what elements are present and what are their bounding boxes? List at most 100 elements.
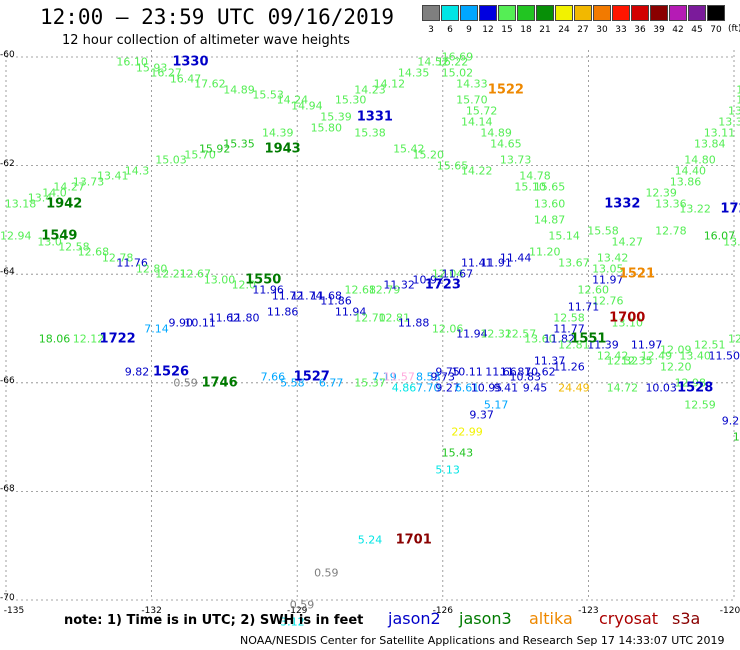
wave-height-value: 7.70: [415, 381, 441, 395]
wave-height-value: 13.18: [4, 197, 37, 211]
wave-height-value: 15.65: [436, 159, 469, 173]
longitude-label: -132: [141, 606, 162, 616]
wave-height-value: 11.97: [592, 273, 624, 287]
wave-height-value: 15.35: [223, 137, 255, 151]
wave-height-value: 13.93: [723, 235, 740, 249]
wave-height-value: 15.10: [514, 180, 546, 194]
wave-height-value: 15.72: [465, 104, 498, 118]
latitude-label: -66: [0, 375, 15, 386]
wave-height-value: 15.70: [456, 93, 488, 107]
wave-height-value: 9.82: [124, 365, 150, 379]
legend-swatch: [555, 5, 573, 21]
wave-height-value: 15.70: [184, 148, 216, 162]
legend-label: 24: [558, 25, 570, 35]
wave-height-value: 15.65: [533, 180, 566, 194]
latitude-label: -68: [0, 484, 15, 495]
wave-height-value: 12.35: [621, 354, 653, 368]
wave-height-value: 9.23: [721, 414, 740, 428]
wave-height-value: 12.06: [431, 322, 464, 335]
footer-credit: NOAA/NESDIS Center for Satellite Applica…: [240, 634, 725, 647]
wave-height-value: 13.37: [718, 115, 740, 129]
wave-height-value: 10.03: [645, 381, 677, 395]
legend-swatch: [593, 5, 611, 21]
satellite-name: altika: [529, 609, 573, 628]
legend-label: 70: [710, 25, 722, 35]
wave-height-value: 12.0: [231, 278, 257, 292]
wave-height-value: 11.26: [553, 360, 585, 373]
wave-height-value: 16.07: [703, 229, 736, 243]
wave-height-value: 5.58: [280, 376, 305, 390]
legend-label: 36: [634, 25, 646, 35]
wave-height-value: 7.66: [260, 370, 286, 384]
wave-height-value: 9.75: [435, 365, 460, 379]
pass-time-label: 1746: [201, 375, 238, 391]
pass-time-label: 1550: [245, 272, 282, 288]
legend-swatch: [688, 5, 706, 21]
wave-height-value: 14.78: [519, 169, 551, 183]
wave-height-value: 12.12: [72, 332, 105, 346]
wave-height-value: 11.71: [567, 300, 600, 314]
wave-height-value: 12.78: [655, 224, 687, 238]
wave-height-value: 13.22: [679, 202, 711, 216]
wave-height-value: 11.39: [587, 338, 619, 352]
wave-height-value: 14.27: [611, 235, 643, 249]
wave-height-value: 11.76: [116, 256, 148, 270]
wave-height-value: 9.41: [493, 381, 519, 395]
wave-height-value: 14.12: [373, 77, 406, 91]
longitude-label: -126: [432, 606, 454, 616]
wave-height-value: 15.42: [393, 142, 425, 156]
wave-height-value: 14.39: [262, 126, 294, 140]
wave-height-value: 8.53: [415, 370, 441, 384]
legend-label: 12: [482, 25, 494, 35]
satellite-name: cryosat: [599, 609, 659, 628]
pass-time-label: 1701: [395, 532, 432, 548]
legend-label: 3: [428, 25, 434, 35]
legend-swatch: [612, 5, 630, 21]
wave-height-value: 13.00: [203, 273, 236, 287]
legend-swatch: [517, 5, 535, 21]
legend-label: 30: [596, 25, 608, 35]
legend-label: 9: [466, 25, 472, 35]
wave-height-value: 12.81: [378, 311, 411, 325]
pass-time-label: 1942: [46, 196, 83, 212]
wave-height-value: 14.40: [674, 164, 707, 178]
wave-height-value: 10.62: [524, 365, 556, 379]
wave-height-value: 5.24: [357, 533, 383, 547]
wave-height-value: 15.38: [354, 126, 386, 140]
wave-height-value: 9.90: [168, 316, 193, 330]
wave-height-value: 5.17: [483, 398, 509, 412]
legend-label: 6: [447, 25, 453, 35]
wave-height-value: 12.51: [693, 338, 726, 352]
wave-height-value: 12.80: [135, 262, 168, 276]
longitude-label: -120: [719, 606, 740, 616]
legend-label: 33: [615, 25, 627, 35]
wave-height-value: 11.86: [320, 294, 352, 308]
pass-time-label: 1700: [609, 310, 646, 326]
wave-height-value: 11.74: [291, 289, 323, 303]
satellite-name: jason2: [388, 609, 441, 628]
wave-height-value: 13.86: [669, 175, 702, 189]
pass-time-label: 1330: [172, 54, 209, 70]
legend-label: 18: [520, 25, 532, 35]
wave-height-value: 14.65: [490, 137, 522, 151]
legend-swatch: [479, 5, 497, 21]
pass-time-label: 1551: [570, 331, 607, 347]
legend-swatch: [460, 5, 478, 21]
wave-height-value: 14.33: [456, 77, 488, 91]
wave-height-value: 12.81: [558, 338, 590, 352]
pass-time-label: 1528: [677, 380, 714, 396]
wave-height-value: 0.59: [173, 376, 198, 390]
wave-height-value: 11.94: [334, 305, 367, 319]
pass-time-label: 1526: [152, 364, 190, 380]
wave-height-value: 16.22: [436, 55, 469, 69]
wave-height-value: 13.11: [703, 126, 736, 140]
wave-height-value: 11.44: [499, 251, 532, 265]
wave-height-value: 4.86: [391, 381, 417, 395]
wave-height-value: 11.87: [499, 365, 532, 379]
wave-height-value: 7.19: [372, 370, 397, 384]
wave-height-value: 14.27: [53, 180, 85, 194]
legend-swatch: [422, 5, 440, 21]
pass-time-label: 1943: [264, 141, 301, 157]
